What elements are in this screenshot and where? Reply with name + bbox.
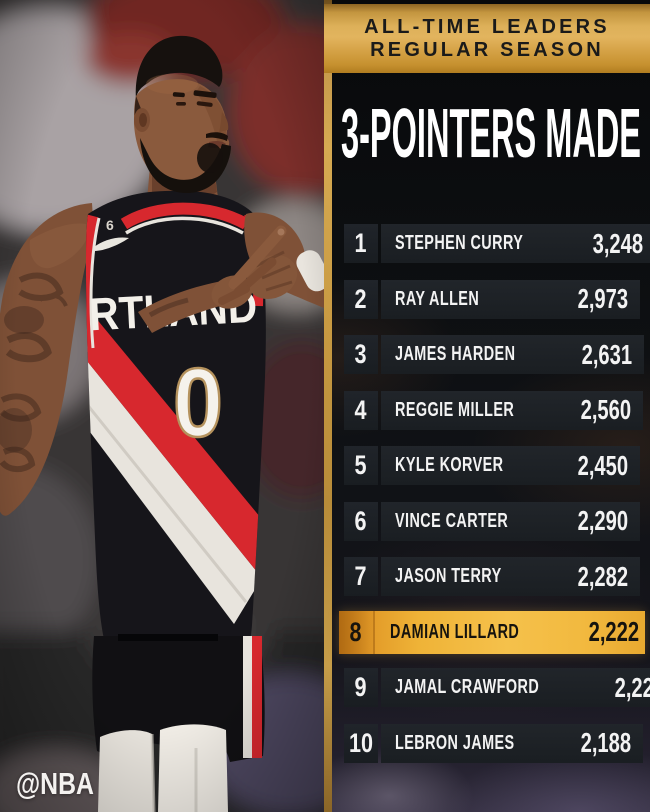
- player-cell: RAY ALLEN 2,973: [381, 279, 640, 319]
- rank-number: 10: [348, 727, 374, 758]
- rank-cell: 7: [344, 557, 378, 596]
- player-name: JASON TERRY: [395, 565, 502, 587]
- rank-number: 7: [354, 561, 368, 591]
- player-value: 3,248: [592, 227, 644, 259]
- nba-watermark-text: @NBA: [16, 766, 94, 801]
- player-photo: 6 RTLAND 0: [0, 0, 324, 812]
- player-name: STEPHEN CURRY: [395, 232, 524, 254]
- rank-number: 9: [354, 672, 368, 702]
- header-line1: ALL-TIME LEADERS: [364, 16, 610, 38]
- rank-cell: 4: [344, 390, 378, 430]
- stat-title-text: 3-POINTERS MADE: [341, 100, 641, 170]
- leaderboard-row: 1 STEPHEN CURRY 3,248: [344, 224, 650, 263]
- rank-number: 3: [354, 339, 368, 369]
- leaderboard-panel: ALL-TIME LEADERS REGULAR SEASON 3-POINTE…: [324, 0, 650, 812]
- rank-cell: 3: [344, 335, 378, 374]
- player-name: LEBRON JAMES: [395, 731, 515, 754]
- player-name: KYLE KORVER: [395, 454, 504, 476]
- player-value: 2,973: [577, 283, 628, 314]
- gold-divider-strip: [324, 0, 332, 812]
- player-cell: JASON TERRY 2,282: [381, 557, 640, 596]
- player-cell: LEBRON JAMES 2,188: [381, 723, 644, 763]
- player-cell: STEPHEN CURRY 3,248: [381, 224, 650, 263]
- player-value: 2,450: [577, 449, 628, 481]
- player-value: 2,631: [581, 338, 633, 370]
- leaderboard-row: 10 LEBRON JAMES 2,188: [344, 723, 644, 763]
- player-name: VINCE CARTER: [395, 509, 509, 532]
- rank-cell: 6: [344, 501, 378, 541]
- leaderboard-row: 2 RAY ALLEN 2,973: [344, 279, 640, 319]
- player-name: DAMIAN LILLARD: [390, 620, 520, 643]
- player-cell: KYLE KORVER 2,450: [381, 446, 640, 485]
- header-line2: REGULAR SEASON: [370, 39, 604, 61]
- player-cell: REGGIE MILLER 2,560: [381, 390, 643, 430]
- rank-cell: 5: [344, 446, 378, 485]
- rank-cell: 8: [339, 610, 373, 654]
- player-name: JAMES HARDEN: [395, 343, 516, 365]
- player-value: 2,188: [580, 727, 632, 758]
- player-cell: VINCE CARTER 2,290: [381, 501, 640, 541]
- rank-number: 5: [354, 450, 368, 480]
- rank-number: 4: [354, 394, 368, 425]
- player-name: JAMAL CRAWFORD: [395, 676, 540, 698]
- player-cell: JAMES HARDEN 2,631: [381, 335, 645, 374]
- leaderboard-row: 3 JAMES HARDEN 2,631: [344, 335, 645, 374]
- rank-number: 6: [354, 505, 368, 536]
- vignette: [0, 0, 324, 812]
- player-value: 2,222: [589, 616, 640, 647]
- rank-number: 2: [354, 283, 368, 314]
- player-photo-illustration: 6 RTLAND 0: [0, 0, 324, 812]
- leaderboard-row: 5 KYLE KORVER 2,450: [344, 446, 640, 485]
- player-name: RAY ALLEN: [395, 287, 480, 310]
- leaderboard-row: 9 JAMAL CRAWFORD 2,221: [344, 668, 650, 707]
- player-value: 2,290: [577, 505, 628, 536]
- stat-title: 3-POINTERS MADE: [341, 100, 641, 170]
- rank-cell: 9: [344, 668, 378, 707]
- player-value: 2,282: [577, 560, 628, 592]
- rank-cell: 10: [344, 723, 378, 763]
- player-cell: DAMIAN LILLARD 2,222: [376, 611, 650, 654]
- leaderboard-row: 8 DAMIAN LILLARD 2,222: [339, 610, 645, 654]
- player-value: 2,560: [580, 394, 631, 425]
- leaderboard-row: 4 REGGIE MILLER 2,560: [344, 390, 643, 430]
- leaderboard-row: 6 VINCE CARTER 2,290: [344, 501, 640, 541]
- rank-cell: 2: [344, 279, 378, 319]
- leaderboard-list: 1 STEPHEN CURRY 3,248 2 RAY ALLEN 2,973 …: [339, 224, 650, 763]
- leaderboard-row: 7 JASON TERRY 2,282: [344, 557, 640, 596]
- rank-number: 8: [349, 616, 363, 647]
- player-name: REGGIE MILLER: [395, 398, 515, 421]
- player-value: 2,221: [614, 671, 650, 703]
- player-cell: JAMAL CRAWFORD 2,221: [381, 668, 650, 707]
- nba-watermark: @NBA: [16, 766, 113, 802]
- header-banner: ALL-TIME LEADERS REGULAR SEASON: [324, 4, 650, 73]
- rank-cell: 1: [344, 224, 378, 263]
- rank-number: 1: [354, 228, 368, 258]
